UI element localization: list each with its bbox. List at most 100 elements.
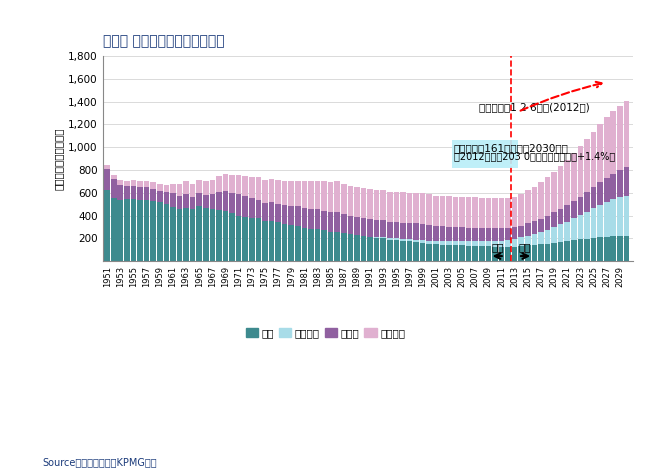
- Bar: [249, 218, 255, 261]
- Bar: [538, 232, 544, 244]
- Bar: [584, 192, 590, 212]
- Bar: [196, 206, 202, 261]
- Bar: [354, 217, 360, 235]
- Bar: [591, 132, 596, 188]
- Bar: [407, 239, 412, 241]
- Bar: [584, 239, 590, 261]
- Bar: [131, 180, 136, 186]
- Bar: [433, 241, 439, 244]
- Bar: [453, 245, 458, 261]
- Bar: [499, 228, 504, 241]
- Bar: [505, 228, 511, 240]
- Bar: [321, 230, 327, 261]
- Bar: [328, 182, 334, 212]
- Bar: [380, 190, 386, 220]
- Text: 死亡者数計1 2 6万人(2012年): 死亡者数計1 2 6万人(2012年): [478, 102, 589, 112]
- Bar: [183, 181, 189, 194]
- Bar: [229, 193, 235, 213]
- Bar: [288, 181, 294, 206]
- Bar: [518, 194, 524, 226]
- Bar: [466, 241, 472, 246]
- Bar: [577, 215, 583, 239]
- Bar: [354, 187, 360, 217]
- Bar: [623, 196, 629, 236]
- Bar: [288, 225, 294, 261]
- Bar: [472, 246, 478, 261]
- Bar: [545, 243, 550, 261]
- Bar: [492, 228, 498, 241]
- Bar: [229, 213, 235, 261]
- Bar: [407, 241, 412, 261]
- Bar: [623, 102, 629, 167]
- Bar: [604, 237, 610, 261]
- Bar: [137, 187, 143, 200]
- Bar: [420, 194, 426, 224]
- Bar: [275, 222, 281, 261]
- Bar: [157, 191, 163, 203]
- Bar: [209, 195, 215, 209]
- Bar: [229, 174, 235, 193]
- Bar: [315, 181, 320, 209]
- Bar: [328, 232, 334, 261]
- Bar: [479, 198, 485, 228]
- Bar: [512, 196, 518, 227]
- Bar: [124, 181, 130, 186]
- Bar: [413, 193, 419, 223]
- Bar: [111, 174, 117, 179]
- Bar: [453, 241, 458, 245]
- Bar: [558, 166, 564, 209]
- Bar: [426, 225, 432, 241]
- Bar: [525, 190, 531, 223]
- Bar: [131, 186, 136, 199]
- Bar: [604, 118, 610, 178]
- Bar: [446, 241, 452, 245]
- Bar: [236, 175, 242, 194]
- FancyBboxPatch shape: [452, 141, 518, 168]
- Bar: [236, 216, 242, 261]
- Bar: [111, 179, 117, 198]
- Bar: [571, 240, 577, 261]
- Bar: [242, 196, 248, 217]
- Bar: [262, 221, 268, 261]
- Bar: [505, 240, 511, 247]
- Bar: [203, 208, 209, 261]
- Bar: [216, 176, 222, 192]
- Bar: [282, 224, 288, 261]
- Bar: [288, 206, 294, 225]
- Bar: [400, 241, 406, 261]
- Bar: [341, 184, 347, 214]
- Bar: [269, 221, 274, 261]
- Bar: [551, 172, 557, 212]
- Bar: [571, 153, 577, 201]
- Bar: [597, 205, 603, 237]
- Bar: [190, 209, 196, 261]
- Bar: [518, 246, 524, 261]
- Bar: [361, 236, 366, 261]
- Bar: [564, 222, 570, 241]
- Bar: [597, 124, 603, 182]
- Bar: [374, 237, 380, 238]
- Bar: [393, 238, 399, 240]
- Bar: [137, 181, 143, 187]
- Bar: [269, 203, 274, 221]
- Bar: [177, 184, 182, 196]
- Bar: [354, 235, 360, 261]
- Bar: [282, 181, 288, 205]
- Bar: [367, 237, 373, 261]
- Bar: [308, 209, 314, 229]
- Bar: [525, 223, 531, 236]
- Bar: [426, 243, 432, 261]
- Bar: [538, 219, 544, 232]
- Bar: [512, 227, 518, 239]
- Bar: [459, 227, 465, 241]
- Bar: [426, 241, 432, 243]
- Bar: [433, 196, 439, 226]
- Text: 死亡者数計161万人　（2030年）: 死亡者数計161万人 （2030年）: [454, 143, 569, 153]
- Bar: [111, 198, 117, 261]
- Bar: [387, 238, 393, 240]
- Bar: [545, 177, 550, 216]
- Bar: [551, 227, 557, 243]
- Bar: [104, 169, 110, 190]
- Bar: [584, 139, 590, 192]
- Bar: [380, 220, 386, 237]
